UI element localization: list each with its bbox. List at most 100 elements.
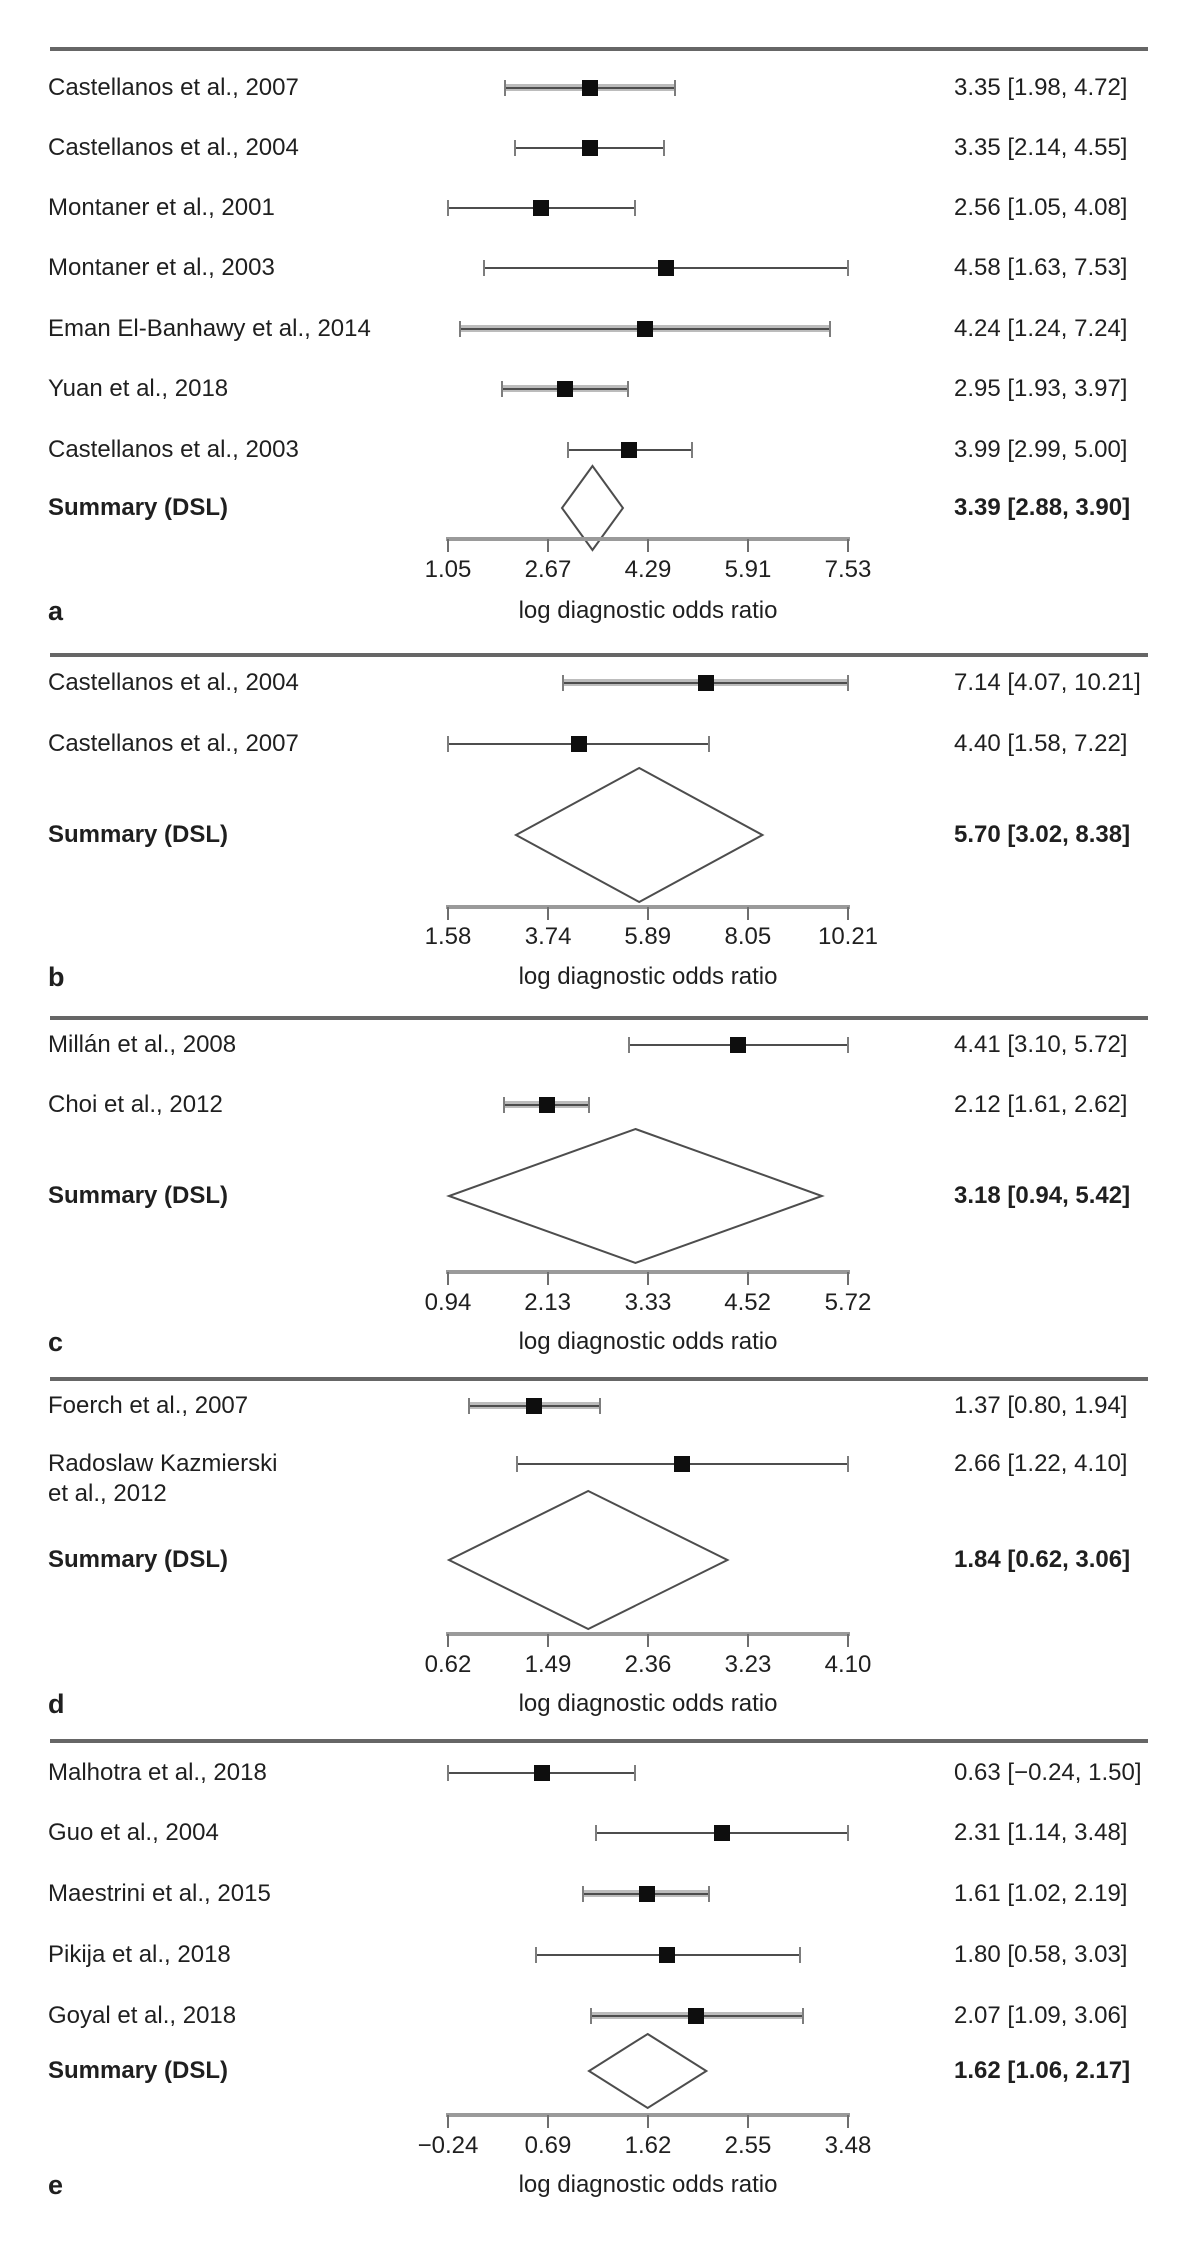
summary-diamond xyxy=(446,1489,730,1631)
axis-tick-label: 2.36 xyxy=(624,1651,672,1678)
ci-cap-left xyxy=(514,140,517,156)
study-value: 3.35 [2.14, 4.55] xyxy=(954,134,1128,161)
study-label: Malhotra et al., 2018 xyxy=(48,1759,267,1786)
ci-cap-right xyxy=(663,140,666,156)
axis-tick-label: 4.10 xyxy=(824,1651,872,1678)
axis-tick-label: 1.62 xyxy=(624,2132,672,2159)
axis-tick xyxy=(647,2115,649,2128)
ci-cap-left xyxy=(627,1037,630,1053)
study-label: Castellanos et al., 2003 xyxy=(48,436,299,463)
study-marker xyxy=(730,1037,747,1053)
study-marker xyxy=(636,321,653,337)
axis-tick-label: 1.49 xyxy=(524,1651,572,1678)
axis-tick-label: 2.67 xyxy=(524,556,572,583)
study-marker xyxy=(621,442,638,458)
study-value: 3.99 [2.99, 5.00] xyxy=(954,436,1128,463)
study-marker xyxy=(557,381,574,397)
ci-cap-right xyxy=(829,321,832,337)
panel-rule xyxy=(50,1016,1148,1020)
summary-label: Summary (DSL) xyxy=(48,1546,229,1573)
axis-tick xyxy=(747,1634,749,1647)
summary-value: 3.39 [2.88, 3.90] xyxy=(954,494,1131,521)
axis-tick-label: 1.58 xyxy=(424,923,472,950)
summary-diamond xyxy=(560,464,625,552)
ci-cap-right xyxy=(690,442,693,458)
study-label: Choi et al., 2012 xyxy=(48,1091,223,1118)
study-label: Yuan et al., 2018 xyxy=(48,375,229,402)
axis-tick-label: 3.33 xyxy=(624,1289,672,1316)
study-marker xyxy=(657,260,674,276)
summary-diamond-shape xyxy=(513,766,765,904)
axis-tick xyxy=(447,1634,449,1647)
axis-tick xyxy=(647,539,649,552)
ci-cap-left xyxy=(504,80,507,96)
summary-label: Summary (DSL) xyxy=(48,1182,229,1209)
study-label: Castellanos et al., 2004 xyxy=(48,669,299,696)
study-value: 2.31 [1.14, 3.48] xyxy=(954,1819,1128,1846)
study-label: Castellanos et al., 2004 xyxy=(48,134,299,161)
axis-tick-label: −0.24 xyxy=(417,2132,479,2159)
study-marker xyxy=(659,1947,676,1963)
ci-cap-left xyxy=(562,675,565,691)
axis-tick-label: 0.69 xyxy=(524,2132,572,2159)
study-marker xyxy=(638,1886,655,1902)
ci-cap-left xyxy=(535,1947,538,1963)
summary-value: 3.18 [0.94, 5.42] xyxy=(954,1182,1131,1209)
summary-diamond xyxy=(513,766,765,904)
ci-cap-right xyxy=(847,1456,849,1472)
axis-tick-label: 5.89 xyxy=(624,923,672,950)
axis-tick xyxy=(847,539,849,552)
study-label: Eman El-Banhawy et al., 2014 xyxy=(48,315,371,342)
axis-tick-label: 3.23 xyxy=(724,1651,772,1678)
axis-title: log diagnostic odds ratio xyxy=(518,1690,778,1717)
study-label: Montaner et al., 2001 xyxy=(48,194,275,221)
summary-label: Summary (DSL) xyxy=(48,821,229,848)
axis-tick xyxy=(547,1634,549,1647)
summary-value: 5.70 [3.02, 8.38] xyxy=(954,821,1131,848)
ci-cap-right xyxy=(801,2008,804,2024)
panel-rule xyxy=(50,47,1148,51)
study-label: Castellanos et al., 2007 xyxy=(48,74,299,101)
study-label: Radoslaw Kazmierski et al., 2012 xyxy=(48,1450,278,1507)
ci-cap-right xyxy=(798,1947,801,1963)
study-value: 2.12 [1.61, 2.62] xyxy=(954,1091,1128,1118)
ci-cap-left xyxy=(566,442,569,458)
axis-tick-label: 3.74 xyxy=(524,923,572,950)
study-value: 0.63 [−0.24, 1.50] xyxy=(954,1759,1142,1786)
axis-tick xyxy=(546,1272,549,1285)
study-label: Goyal et al., 2018 xyxy=(48,2002,237,2029)
axis-tick-label: 1.05 xyxy=(424,556,472,583)
ci-cap-right xyxy=(708,736,711,752)
study-value: 2.56 [1.05, 4.08] xyxy=(954,194,1128,221)
ci-cap-right xyxy=(627,381,630,397)
study-marker xyxy=(526,1398,543,1414)
study-value: 1.37 [0.80, 1.94] xyxy=(954,1392,1128,1419)
ci-cap-right xyxy=(634,1765,637,1781)
ci-cap-left xyxy=(501,381,504,397)
axis-tick xyxy=(647,1634,649,1647)
axis-tick xyxy=(847,1634,849,1647)
summary-label: Summary (DSL) xyxy=(48,2057,229,2084)
summary-diamond-shape xyxy=(560,464,625,552)
study-value: 1.80 [0.58, 3.03] xyxy=(954,1941,1128,1968)
study-marker xyxy=(674,1456,691,1472)
summary-diamond-shape xyxy=(446,1127,825,1265)
axis-tick xyxy=(547,907,550,920)
study-value: 4.40 [1.58, 7.22] xyxy=(954,730,1128,757)
axis-tick xyxy=(447,2115,449,2128)
study-value: 4.41 [3.10, 5.72] xyxy=(954,1031,1128,1058)
axis-tick-label: 4.29 xyxy=(624,556,672,583)
study-value: 2.07 [1.09, 3.06] xyxy=(954,2002,1128,2029)
panel-rule xyxy=(50,1377,1148,1381)
axis-tick xyxy=(447,907,449,920)
axis-tick xyxy=(447,539,449,552)
ci-cap-left xyxy=(515,1456,518,1472)
study-marker xyxy=(714,1825,731,1841)
axis-tick-label: 2.13 xyxy=(524,1289,571,1316)
study-value: 7.14 [4.07, 10.21] xyxy=(954,669,1141,696)
axis-tick-label: 0.62 xyxy=(424,1651,472,1678)
ci-cap-right xyxy=(847,260,849,276)
panel-rule xyxy=(50,653,1148,657)
axis-tick-label: 5.91 xyxy=(724,556,772,583)
